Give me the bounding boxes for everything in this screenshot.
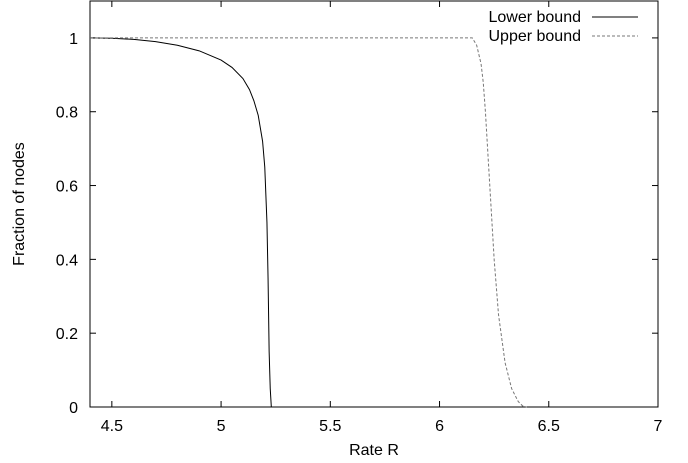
y-tick-label: 0.8 — [56, 105, 78, 122]
y-tick-label: 1 — [69, 31, 78, 48]
series-group — [89, 37, 528, 408]
series-line-upper-bound — [90, 37, 528, 408]
legend-label-lower-bound: Lower bound — [488, 9, 581, 26]
y-tick-label: 0 — [69, 400, 78, 417]
x-tick-label: 7 — [654, 418, 663, 435]
y-tick-label: 0.2 — [56, 326, 78, 343]
x-axis-ticks: 4.5 5 5.5 6 6.5 7 — [101, 1, 663, 435]
series-line-lower-bound — [89, 37, 272, 408]
x-tick-label: 5 — [217, 418, 226, 435]
y-axis-label: Fraction of nodes — [11, 142, 28, 266]
y-axis-ticks: 0 0.2 0.4 0.6 0.8 1 — [56, 31, 658, 417]
y-tick-label: 0.4 — [56, 252, 78, 269]
x-tick-label: 5.5 — [319, 418, 341, 435]
y-tick-label: 0.6 — [56, 179, 78, 196]
x-axis-label: Rate R — [349, 442, 399, 459]
x-tick-label: 6.5 — [538, 418, 560, 435]
legend-label-upper-bound: Upper bound — [488, 28, 581, 45]
x-tick-label: 6 — [435, 418, 444, 435]
plot-frame — [89, 0, 659, 408]
legend: Lower bound Upper bound — [488, 9, 638, 45]
x-tick-label: 4.5 — [101, 418, 123, 435]
